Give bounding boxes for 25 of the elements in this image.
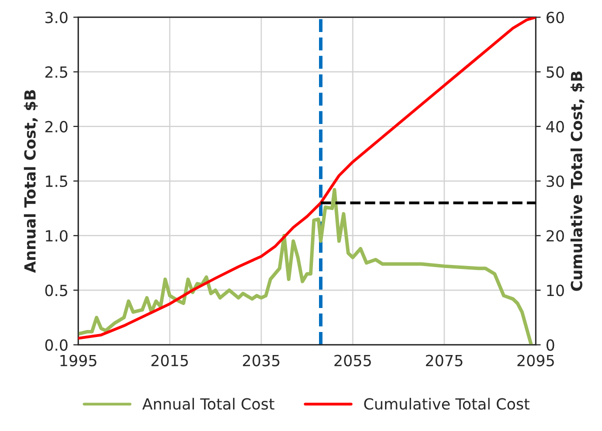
- y2-tick-label: 60: [546, 12, 564, 24]
- x-tick-label: 2015: [151, 354, 188, 366]
- y2-axis-title: Cumulative Total Cost, $B: [570, 72, 584, 291]
- x-tick-label: 2055: [334, 354, 371, 366]
- y2-tick-label: 10: [547, 284, 564, 296]
- y-tick-label: 1.5: [46, 176, 68, 188]
- y-tick-label: 0.5: [45, 284, 68, 296]
- y-tick-label: 1.0: [46, 230, 68, 242]
- x-tick-label: 2035: [242, 354, 280, 366]
- line-series: [78, 188, 533, 345]
- y2-tick-label: 20: [546, 230, 564, 242]
- y-tick-label: 2.5: [45, 66, 68, 78]
- legend-label: Cumulative Total Cost: [364, 398, 530, 410]
- x-tick-label: 2095: [517, 354, 554, 366]
- y2-tick-label: 30: [546, 175, 564, 188]
- legend-label: Annual Total Cost: [142, 398, 274, 410]
- y-tick-label: 3.0: [45, 12, 68, 24]
- x-tick-label: 1995: [60, 354, 96, 366]
- y-tick-label: 2.0: [45, 120, 68, 132]
- x-tick-label: 2075: [426, 354, 462, 366]
- y2-tick-label: 0: [546, 339, 554, 351]
- y2-tick-label: 50: [546, 66, 564, 78]
- y-axis-title: Annual Total Cost, $B: [24, 90, 38, 273]
- y2-tick-label: 40: [546, 120, 564, 132]
- y-tick-label: 0.0: [45, 339, 68, 351]
